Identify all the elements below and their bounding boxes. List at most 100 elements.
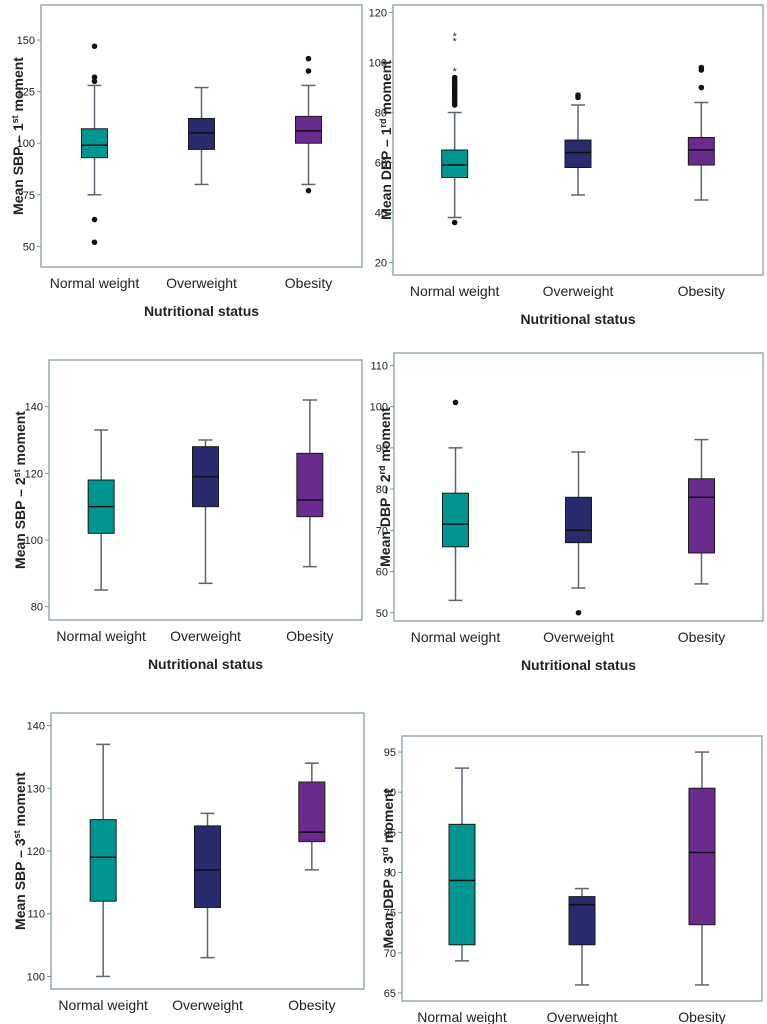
y-tick-label: 100 <box>370 402 388 414</box>
y-axis-label: Mean DBP – 2rd moment <box>377 407 393 567</box>
y-tick-label: 120 <box>27 846 45 858</box>
y-axis-label-main: Mean SBP – 3 <box>12 838 28 930</box>
box-normal-weight <box>442 399 469 602</box>
x-category-label: Obesity <box>285 275 332 291</box>
y-tick-label: 110 <box>370 360 388 372</box>
iqr-box <box>565 496 592 544</box>
y-tick-label: 40 <box>375 208 387 220</box>
y-tick-label: 110 <box>27 909 45 921</box>
outlier-point <box>575 609 582 616</box>
outlier-point <box>305 187 312 194</box>
iqr-box <box>564 139 592 168</box>
iqr-box <box>89 819 117 902</box>
outlier-point <box>451 219 458 226</box>
y-axis-label: Mean DBP – 1rd moment <box>378 60 394 220</box>
y-tick-label: 80 <box>31 602 43 614</box>
y-tick-label: 120 <box>25 468 43 480</box>
box-normal-weight <box>448 767 476 962</box>
outlier-point <box>305 68 312 74</box>
outlier-point <box>575 94 581 101</box>
box-overweight <box>192 439 219 585</box>
iqr-box <box>81 128 108 159</box>
box-overweight <box>564 92 592 196</box>
y-axis-label-sup: st <box>12 469 22 477</box>
x-category-label: Obesity <box>678 283 725 299</box>
box-obesity <box>688 751 716 986</box>
y-axis-label-tail: moment <box>12 411 28 470</box>
y-tick-label: 100 <box>27 971 45 983</box>
x-category-label: Obesity <box>286 628 333 644</box>
y-tick-label: 125 <box>17 87 35 99</box>
y-tick-label: 80 <box>376 484 388 496</box>
y-tick-label: 60 <box>376 567 388 579</box>
x-category-label: Obesity <box>678 1009 725 1024</box>
y-axis-label-sup: rd <box>378 119 388 128</box>
outlier-point <box>91 74 98 81</box>
outlier-point <box>698 84 705 91</box>
x-category-label: Normal weight <box>417 1009 507 1024</box>
y-tick-label: 130 <box>27 783 45 795</box>
y-axis-label-sup: st <box>12 830 22 838</box>
iqr-box <box>296 452 324 518</box>
boxplot-panel: 65 70 75 80 85 90 95 Normal weight Overweight Obe… <box>380 735 763 1024</box>
iqr-box <box>687 137 715 166</box>
y-tick-label: 65 <box>384 988 396 1000</box>
outlier-point <box>91 43 98 50</box>
boxplot-panel: 80 100 120 140 Normal weight Overweight Obesit… <box>12 359 363 672</box>
iqr-box <box>194 825 221 908</box>
x-axis-label: Nutritional status <box>144 303 259 319</box>
box-normal-weight: *** <box>441 31 469 226</box>
outlier-point <box>91 239 98 246</box>
y-tick-label: 100 <box>17 138 35 150</box>
boxplot-panel: 100 110 120 130 140 Normal weight Overweight Ob… <box>12 712 365 1013</box>
box-obesity <box>296 399 324 568</box>
iqr-box <box>442 492 469 548</box>
y-tick-label: 75 <box>23 190 35 202</box>
x-category-label: Normal weight <box>50 275 140 291</box>
outlier-point <box>91 216 98 223</box>
outlier-point <box>698 67 705 73</box>
y-axis-label-main: Mean DBP – 1 <box>378 127 394 220</box>
y-tick-label: 140 <box>25 402 43 414</box>
y-tick-label: 95 <box>384 747 396 759</box>
extreme-point: * <box>453 31 458 43</box>
box-obesity <box>298 762 326 871</box>
x-category-label: Normal weight <box>410 283 500 299</box>
y-tick-label: 100 <box>369 58 387 70</box>
y-axis-label-main: Mean SBP – 1 <box>10 123 26 215</box>
extreme-point: * <box>453 66 458 78</box>
y-axis-label-main: Mean DBP – 3 <box>380 856 396 949</box>
x-category-label: Normal weight <box>58 997 148 1013</box>
box-obesity <box>688 438 715 585</box>
x-category-label: Overweight <box>166 275 237 291</box>
x-category-label: Overweight <box>172 997 243 1013</box>
y-axis-label: Mean SBP – 2st moment <box>12 411 28 569</box>
outlier-point <box>91 78 98 85</box>
x-category-label: Overweight <box>170 628 241 644</box>
y-tick-label: 80 <box>375 108 387 120</box>
x-category-label: Overweight <box>543 629 614 645</box>
y-axis-label-tail: moment <box>380 788 396 847</box>
y-tick-label: 90 <box>376 443 388 455</box>
iqr-box <box>441 149 469 178</box>
iqr-box <box>448 823 476 946</box>
y-axis-label-tail: moment <box>12 772 28 831</box>
y-tick-label: 100 <box>25 535 43 547</box>
y-axis-label-tail: moment <box>10 57 26 116</box>
y-tick-label: 80 <box>384 868 396 880</box>
box-overweight <box>568 887 596 986</box>
iqr-box <box>295 115 322 144</box>
iqr-box <box>688 787 716 926</box>
y-axis-label: Mean DBP – 3rd moment <box>380 788 396 948</box>
x-category-label: Obesity <box>678 629 725 645</box>
y-tick-label: 75 <box>384 908 396 920</box>
y-tick-label: 60 <box>375 158 387 170</box>
box-obesity <box>687 64 715 201</box>
x-category-label: Overweight <box>547 1009 618 1024</box>
y-axis-label-tail: moment <box>378 60 394 119</box>
boxplot-panel: 50 75 100 125 150 Normal weight Overweight Obes… <box>10 4 363 319</box>
outlier-point <box>305 55 312 62</box>
outlier-point <box>451 102 458 108</box>
y-axis-label-main: Mean DBP – 2 <box>377 474 393 567</box>
